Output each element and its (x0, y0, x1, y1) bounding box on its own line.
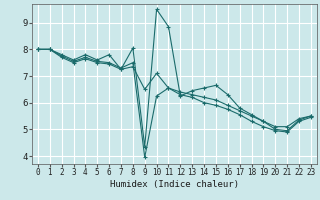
X-axis label: Humidex (Indice chaleur): Humidex (Indice chaleur) (110, 180, 239, 189)
